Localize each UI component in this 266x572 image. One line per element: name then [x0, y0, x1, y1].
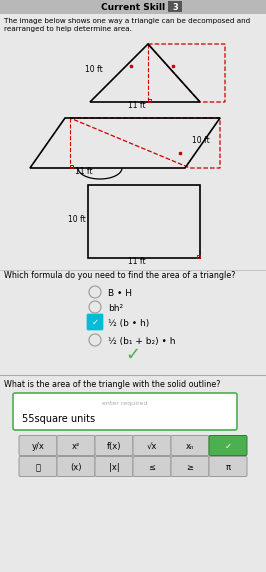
Text: ½ (b₁ + b₂) • h: ½ (b₁ + b₂) • h: [108, 337, 176, 346]
Text: enter required: enter required: [102, 401, 148, 406]
Bar: [0, 0, 266, 14]
FancyBboxPatch shape: [19, 456, 57, 476]
FancyBboxPatch shape: [19, 435, 57, 455]
Text: What is the area of the triangle with the solid outline?: What is the area of the triangle with th…: [4, 380, 221, 389]
FancyBboxPatch shape: [209, 435, 247, 455]
Text: 10 ft: 10 ft: [68, 215, 86, 224]
Bar: [168, 1, 182, 12]
Text: 11 ft: 11 ft: [128, 257, 146, 266]
Bar: [148, 99, 151, 102]
Text: Current Skill: Current Skill: [101, 3, 165, 12]
Text: rearranged to help determine area.: rearranged to help determine area.: [4, 26, 132, 32]
FancyBboxPatch shape: [133, 435, 171, 455]
Text: 3: 3: [172, 2, 178, 11]
Text: xₙ: xₙ: [186, 442, 194, 451]
Text: 11 ft: 11 ft: [75, 167, 93, 176]
Text: 55square units: 55square units: [22, 414, 95, 424]
Bar: [197, 255, 200, 258]
Text: √x: √x: [147, 442, 157, 451]
Text: y/x: y/x: [32, 442, 44, 451]
Text: B • H: B • H: [108, 289, 132, 298]
Text: 10 ft: 10 ft: [192, 136, 210, 145]
Text: π: π: [226, 463, 231, 472]
Text: f(x): f(x): [107, 442, 121, 451]
Text: x²: x²: [72, 442, 80, 451]
FancyBboxPatch shape: [133, 456, 171, 476]
FancyBboxPatch shape: [13, 393, 237, 430]
Text: ≤: ≤: [148, 463, 156, 472]
Text: ½ (b • h): ½ (b • h): [108, 319, 149, 328]
Text: (x): (x): [70, 463, 82, 472]
Bar: [70, 165, 73, 168]
Text: ✓: ✓: [126, 346, 140, 364]
FancyBboxPatch shape: [57, 435, 95, 455]
FancyBboxPatch shape: [87, 314, 103, 330]
FancyBboxPatch shape: [171, 456, 209, 476]
Text: bh²: bh²: [108, 304, 123, 313]
FancyBboxPatch shape: [171, 435, 209, 455]
Text: 10 ft: 10 ft: [85, 65, 103, 74]
FancyBboxPatch shape: [95, 435, 133, 455]
FancyBboxPatch shape: [95, 456, 133, 476]
Text: 11 ft: 11 ft: [128, 101, 146, 110]
Bar: [88, 185, 200, 258]
Text: Which formula do you need to find the area of a triangle?: Which formula do you need to find the ar…: [4, 271, 235, 280]
Text: ✓: ✓: [92, 318, 98, 327]
Text: 🔒: 🔒: [35, 463, 40, 472]
Text: |x|: |x|: [109, 463, 119, 472]
Text: ≥: ≥: [186, 463, 193, 472]
FancyBboxPatch shape: [57, 456, 95, 476]
Text: ✓: ✓: [225, 442, 231, 451]
FancyBboxPatch shape: [209, 456, 247, 476]
Text: The image below shows one way a triangle can be decomposed and: The image below shows one way a triangle…: [4, 18, 250, 24]
